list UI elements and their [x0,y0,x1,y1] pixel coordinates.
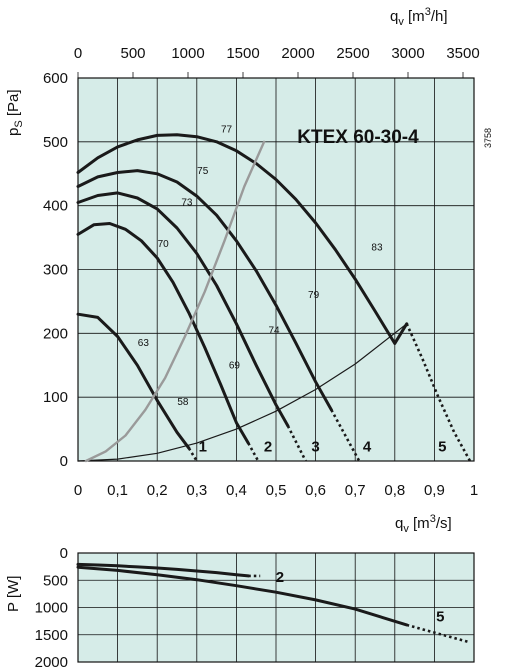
efficiency-label: 75 [197,166,209,177]
power-series-line-2 [76,562,250,578]
x-tick-label: 0 [74,482,82,499]
series-line-4 [76,169,333,412]
x-tick-label: 0,8 [384,482,405,499]
pressure-plot: 0 0,1 0,2 0,3 0,4 0,5 0,6 0,7 0,8 0,9 10 500 1000 150… [5,6,493,535]
power-plot: 0 500 1000 1500 2000 P [W] 2 5 [5,545,475,670]
series-line-5 [76,133,409,345]
series-line-efficiency [84,140,266,463]
power-step-label: 2 [276,569,284,586]
series-line-system [77,323,408,462]
y-tick-label: 500 [43,134,68,151]
x-axis-label: qv [m3/s] [395,513,452,535]
series-dotted-4 [330,409,361,462]
power-y-tick-label: 500 [43,572,68,589]
power-y-tick-label: 1500 [35,627,68,644]
chart-code: 3758 [483,128,493,148]
x-top-tick-label: 0 [74,45,82,62]
step-label: 4 [363,438,372,455]
power-step-label: 5 [436,609,444,626]
x-top-tick-label: 500 [120,45,145,62]
efficiency-label: 73 [181,198,193,209]
step-label: 1 [199,438,207,455]
efficiency-label: 70 [158,239,170,250]
efficiency-label: 74 [268,325,280,336]
series-line-3 [76,191,290,428]
x-tick-label: 0,9 [424,482,445,499]
efficiency-label: 58 [177,397,189,408]
step-label: 5 [438,438,446,455]
efficiency-label: 83 [371,242,383,253]
series-line-2 [76,222,250,445]
power-plot-frame [77,552,475,663]
y-tick-label: 0 [60,453,68,470]
step-label: 2 [264,438,272,455]
efficiency-label: 63 [138,338,150,349]
efficiency-label: 79 [308,290,320,301]
x-top-axis-label: qv [m3/h] [390,6,448,28]
power-y-tick-label: 2000 [35,654,68,670]
x-top-tick-label: 2000 [281,45,314,62]
x-top-tick-label: 1500 [226,45,259,62]
efficiency-label: 77 [221,124,233,135]
y-tick-label: 600 [43,70,68,87]
power-y-tick-label: 0 [60,545,68,562]
x-tick-label: 0,6 [305,482,326,499]
step-label: 3 [311,438,319,455]
series-dotted-1 [187,447,198,462]
x-tick-label: 0,1 [107,482,128,499]
power-y-axis-label: P [W] [5,576,22,612]
series-dotted-3 [286,425,307,462]
y-tick-label: 400 [43,198,68,215]
x-top-tick-label: 3500 [446,45,479,62]
x-tick-label: 0,2 [147,482,168,499]
x-tick-label: 0,7 [345,482,366,499]
series-dotted-2 [247,442,260,462]
x-tick-label: 0,3 [186,482,207,499]
power-y-tick-label: 1000 [35,600,68,617]
power-series-line-5 [76,565,409,627]
series-line-1 [76,312,191,450]
x-tick-label: 0,5 [266,482,287,499]
y-tick-label: 300 [43,262,68,279]
y-axis-label: pS [Pa] [5,89,25,136]
chart-title: KTEX 60-30-4 [297,127,419,148]
plot-frame [77,77,475,462]
x-top-tick-label: 3000 [391,45,424,62]
x-tick-label: 1 [470,482,478,499]
y-tick-label: 100 [43,389,68,406]
x-top-tick-label: 1000 [171,45,204,62]
efficiency-label: 69 [229,360,241,371]
x-top-tick-label: 2500 [336,45,369,62]
y-tick-label: 200 [43,325,68,342]
x-tick-label: 0,4 [226,482,247,499]
